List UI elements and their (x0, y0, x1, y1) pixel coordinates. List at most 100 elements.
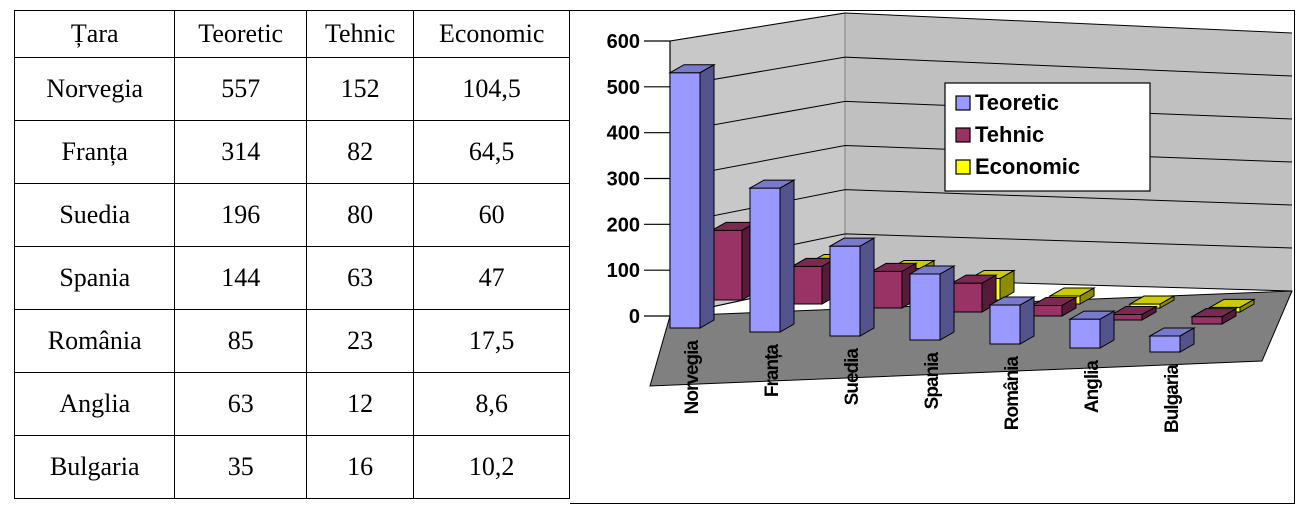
bar-top (1190, 308, 1238, 318)
bar-top (1048, 287, 1096, 297)
bar-front (1191, 316, 1223, 325)
bar-top (1208, 298, 1256, 308)
bar (1030, 296, 1078, 317)
table-cell: România (13, 309, 176, 373)
table-cell: Franța (13, 120, 176, 184)
bar-side (859, 237, 875, 337)
table-row: Spania 144 63 47 (13, 246, 570, 310)
header-economic: Economic (413, 10, 570, 58)
bar (710, 221, 758, 301)
bar (790, 257, 838, 305)
y-tick-label: 300 (607, 169, 640, 191)
bar-front (1069, 318, 1101, 349)
bar (1068, 310, 1116, 349)
bar-chart-3d: 0 100 200 300 400 500 600 Norvegia Franța Suedia S… (607, 12, 1293, 433)
gridline (669, 189, 1293, 225)
table-row: Suedia 196 80 60 (13, 183, 570, 247)
bar (950, 274, 998, 313)
x-tick-label: Spania (922, 352, 943, 410)
bar-top (1148, 327, 1196, 337)
legend-label: Economic (975, 154, 1080, 179)
table-row: Anglia 63 12 8,6 (13, 372, 570, 436)
table-cell: Suedia (13, 183, 176, 247)
table-cell: Bulgaria (13, 435, 176, 499)
chart-container: 0 100 200 300 400 500 600 Norvegia Franța Suedia S… (570, 10, 1295, 504)
table-cell: 64,5 (413, 120, 570, 184)
legend-label: Tehnic (975, 122, 1044, 147)
bar-front (749, 187, 781, 333)
table-cell: 63 (174, 372, 307, 436)
table-cell: 23 (305, 309, 415, 373)
table-cell: Norvegia (13, 57, 176, 121)
bar-front (871, 270, 903, 309)
table-cell: 80 (305, 183, 415, 247)
bar (748, 179, 796, 333)
table-cell: 314 (174, 120, 307, 184)
bar (908, 265, 956, 341)
table-row: România 85 23 17,5 (13, 309, 570, 373)
bar-top (1110, 306, 1158, 315)
bar-front (1111, 314, 1143, 321)
bar-front (791, 265, 823, 305)
bar-side (939, 265, 955, 341)
gridline (669, 12, 1293, 42)
bar-top (1068, 310, 1116, 320)
bar-top (1128, 295, 1176, 305)
table-cell: 35 (174, 435, 307, 499)
header-country: Țara (13, 10, 176, 58)
bar (1110, 305, 1158, 321)
bar-front (989, 304, 1021, 345)
bar-top (988, 296, 1036, 306)
legend-swatch (955, 95, 971, 111)
x-tick-label: România (1002, 356, 1023, 431)
table-cell: 557 (174, 57, 307, 121)
table-cell: Anglia (13, 372, 176, 436)
y-tick-label: 200 (607, 214, 640, 236)
bar-front (829, 245, 861, 337)
table-cell: 8,6 (413, 372, 570, 436)
bar (1148, 327, 1196, 353)
x-tick-label: Suedia (842, 348, 863, 406)
header-tehnic: Tehnic (305, 10, 415, 58)
legend-swatch (955, 159, 971, 175)
bar-side (699, 63, 715, 329)
legend: Teoretic Tehnic Economic (944, 82, 1151, 192)
table-cell: 17,5 (413, 309, 570, 373)
legend-label: Teoretic (975, 90, 1059, 115)
table-cell: 85 (174, 309, 307, 373)
legend-box (944, 82, 1151, 192)
legend-swatch (955, 127, 971, 143)
header-teoretic: Teoretic (174, 10, 307, 58)
table-cell: 60 (413, 183, 570, 247)
bar (828, 237, 876, 337)
x-tick-label: Norvegia (682, 340, 703, 415)
bar (668, 63, 716, 329)
bar (870, 262, 918, 309)
y-tick-label: 100 (607, 260, 640, 282)
table-cell: 82 (305, 120, 415, 184)
bar-front (951, 282, 983, 313)
bar-top (908, 265, 956, 275)
bar (1190, 307, 1238, 325)
y-tick-label: 400 (607, 123, 640, 145)
bar-front (1149, 335, 1181, 353)
bar-front (669, 72, 701, 329)
table-row: Norvegia 557 152 104,5 (13, 57, 570, 121)
table-row: Franța 314 82 64,5 (13, 120, 570, 184)
bar-top (870, 262, 918, 272)
table-cell: 196 (174, 183, 307, 247)
x-tick-label: Franța (762, 344, 783, 398)
y-tick-label: 500 (607, 77, 640, 99)
table-cell: Spania (13, 246, 176, 310)
bar-top (1030, 296, 1078, 306)
x-tick-label: Bulgaria (1162, 364, 1183, 433)
page: Țara Teoretic Tehnic Economic Norvegia 5… (13, 10, 1297, 506)
y-tick-label: 0 (629, 306, 640, 328)
table-cell: 16 (305, 435, 415, 499)
table-cell: 47 (413, 246, 570, 310)
x-tick-label: Anglia (1082, 360, 1103, 413)
bar-top (950, 274, 998, 284)
table-header-row: Țara Teoretic Tehnic Economic (13, 10, 570, 58)
bar-top (748, 179, 796, 189)
bar-top (828, 237, 876, 247)
